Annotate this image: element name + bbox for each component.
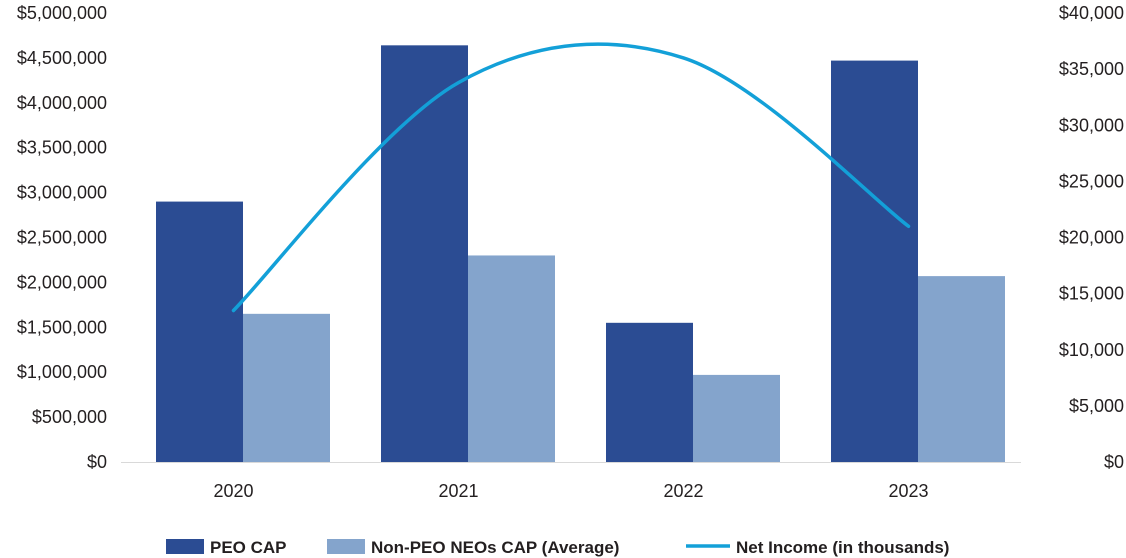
bar-non-peo-cap-2021 bbox=[468, 255, 555, 462]
right-tick-label: $15,000 bbox=[1059, 284, 1124, 304]
bar-non-peo-cap-2023 bbox=[918, 276, 1005, 462]
legend-item-3: Net Income (in thousands) bbox=[686, 538, 949, 557]
bar-non-peo-cap-2022 bbox=[693, 374, 780, 462]
x-tick-label-2022: 2022 bbox=[663, 481, 703, 501]
left-tick-label: $1,500,000 bbox=[17, 317, 107, 337]
right-tick-label: $25,000 bbox=[1059, 171, 1124, 191]
right-tick-label: $35,000 bbox=[1059, 59, 1124, 79]
legend-swatch bbox=[166, 539, 204, 554]
legend-swatch bbox=[327, 539, 365, 554]
left-tick-label: $0 bbox=[87, 452, 107, 472]
legend-label: Non-PEO NEOs CAP (Average) bbox=[371, 538, 619, 557]
left-tick-label: $3,000,000 bbox=[17, 183, 107, 203]
right-tick-label: $20,000 bbox=[1059, 228, 1124, 248]
left-tick-label: $2,000,000 bbox=[17, 272, 107, 292]
left-tick-label: $1,000,000 bbox=[17, 362, 107, 382]
right-tick-label: $5,000 bbox=[1069, 396, 1124, 416]
right-tick-label: $30,000 bbox=[1059, 115, 1124, 135]
left-tick-label: $500,000 bbox=[32, 407, 107, 427]
line-series bbox=[231, 42, 911, 313]
left-tick-label: $3,500,000 bbox=[17, 138, 107, 158]
right-tick-label: $10,000 bbox=[1059, 340, 1124, 360]
bar-peo-cap-2022 bbox=[606, 322, 693, 462]
left-tick-label: $4,500,000 bbox=[17, 48, 107, 68]
net-income-line bbox=[231, 42, 911, 313]
x-tick-label-2023: 2023 bbox=[888, 481, 928, 501]
bar-peo-cap-2021 bbox=[381, 45, 468, 462]
bar-peo-cap-2020 bbox=[156, 201, 243, 462]
x-tick-label-2020: 2020 bbox=[213, 481, 253, 501]
bar-non-peo-cap-2020 bbox=[243, 313, 330, 462]
legend: PEO CAP Non-PEO NEOs CAP (Average) Net Inc… bbox=[166, 538, 949, 557]
x-axis-labels: 2020 2021 2022 2023 bbox=[213, 481, 928, 501]
legend-item-2: Non-PEO NEOs CAP (Average) bbox=[327, 538, 619, 557]
left-tick-label: $2,500,000 bbox=[17, 228, 107, 248]
bar-series bbox=[156, 45, 1005, 463]
right-tick-label: $40,000 bbox=[1059, 3, 1124, 23]
right-axis: $0 $5,000 $10,000 $15,000 $20,000 $25,000 $30,… bbox=[1059, 3, 1124, 472]
legend-label: Net Income (in thousands) bbox=[736, 538, 949, 557]
x-tick-label-2021: 2021 bbox=[438, 481, 478, 501]
left-tick-label: $5,000,000 bbox=[17, 3, 107, 23]
legend-item-1: PEO CAP bbox=[166, 538, 287, 557]
left-tick-label: $4,000,000 bbox=[17, 93, 107, 113]
legend-label: PEO CAP bbox=[210, 538, 287, 557]
right-tick-label: $0 bbox=[1104, 452, 1124, 472]
bar-peo-cap-2023 bbox=[831, 60, 918, 463]
left-axis: $0 $500,000 $1,000,000 $1,500,000 $2,000,000… bbox=[17, 3, 107, 472]
